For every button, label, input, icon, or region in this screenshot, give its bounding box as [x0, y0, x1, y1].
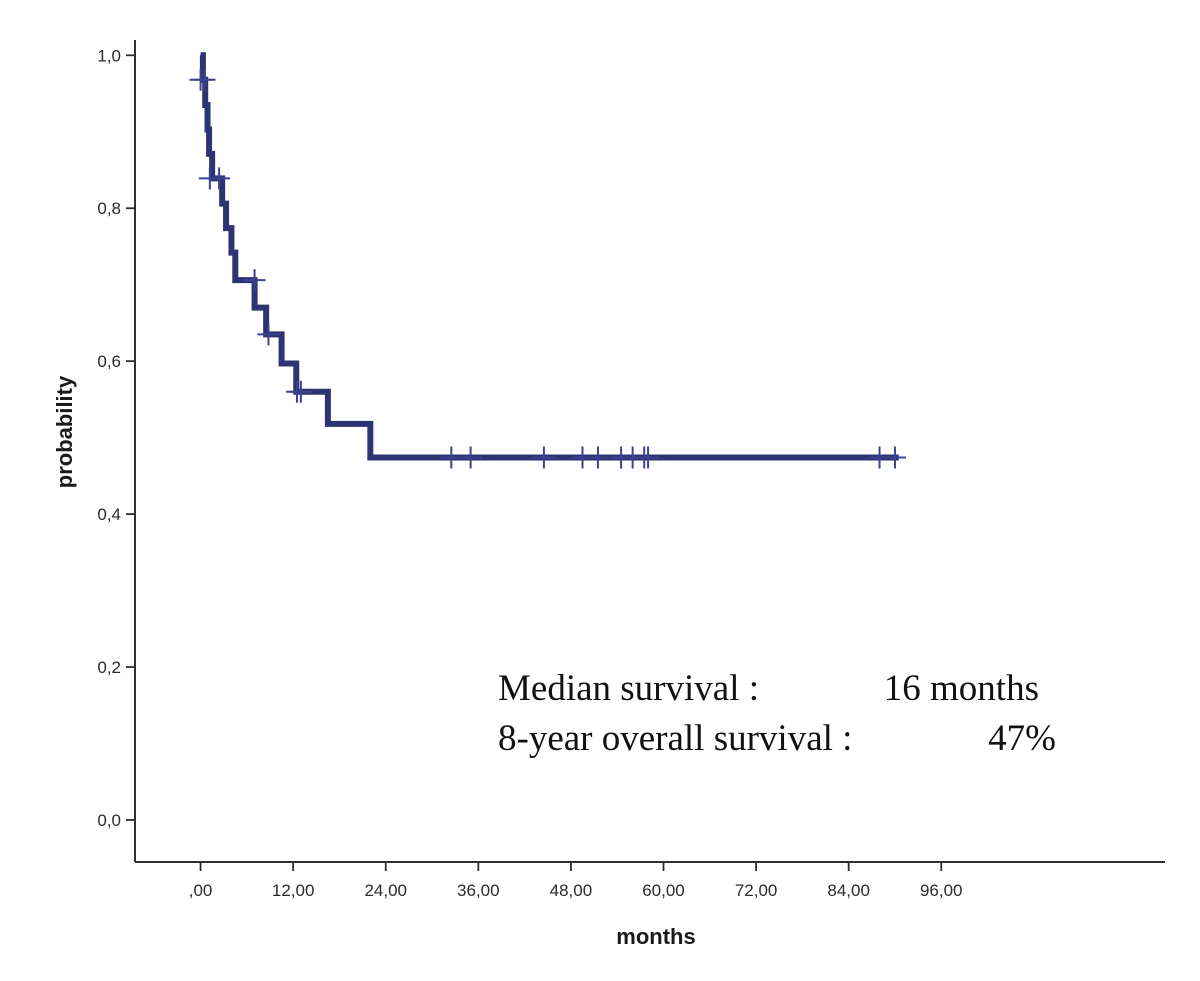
- y-tick-label: 0,2: [97, 658, 121, 677]
- survival-step-line: [199, 52, 899, 461]
- tick-marks: ,00 12,00 24,00 36,00 48,00 60,00 72,00 84,00 96…: [97, 46, 962, 900]
- y-axis-title: probability: [52, 375, 77, 488]
- x-tick-label: 36,00: [457, 881, 500, 900]
- y-tick-label: 0,4: [97, 505, 121, 524]
- eight-year-survival-label: 8-year overall survival :: [498, 718, 852, 759]
- censor-mark: [208, 167, 231, 190]
- x-tick-label: ,00: [189, 881, 213, 900]
- median-survival-value: 16 months: [884, 668, 1039, 709]
- x-tick-label: 12,00: [272, 881, 315, 900]
- censor-mark: [459, 446, 482, 469]
- eight-year-survival-value: 47%: [988, 718, 1056, 759]
- censor-mark: [289, 380, 312, 403]
- x-tick-label: 72,00: [735, 881, 778, 900]
- censor-mark: [257, 323, 280, 346]
- survival-curve: [199, 52, 899, 461]
- x-tick-label: 60,00: [642, 881, 685, 900]
- x-axis-title: months: [616, 924, 695, 949]
- censor-mark: [532, 446, 555, 469]
- censor-mark: [637, 446, 660, 469]
- x-tick-label: 96,00: [920, 881, 963, 900]
- median-survival-label: Median survival :: [498, 668, 759, 709]
- censor-mark: [243, 269, 266, 292]
- censor-marks: [189, 68, 906, 469]
- y-tick-label: 0,8: [97, 199, 121, 218]
- x-tick-label: 48,00: [550, 881, 593, 900]
- y-tick-label: 1,0: [97, 46, 121, 65]
- summary-annotation: Median survival : 16 months 8-year overa…: [498, 668, 1056, 759]
- censor-mark: [586, 446, 609, 469]
- y-tick-label: 0,0: [97, 811, 121, 830]
- axes: [134, 40, 1165, 863]
- y-tick-label: 0,6: [97, 352, 121, 371]
- censor-mark: [440, 446, 463, 469]
- censor-mark: [193, 68, 216, 91]
- x-tick-label: 84,00: [827, 881, 870, 900]
- censor-mark: [883, 446, 906, 469]
- x-tick-label: 24,00: [364, 881, 407, 900]
